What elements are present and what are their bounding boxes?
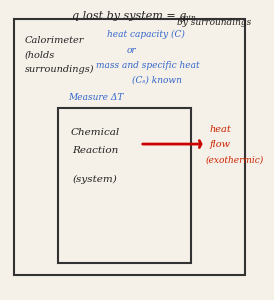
Text: Calorimeter: Calorimeter [24, 36, 84, 45]
Text: Measure ΔT: Measure ΔT [68, 93, 124, 102]
Text: (Cₛ) known: (Cₛ) known [132, 76, 182, 85]
Text: (system): (system) [73, 175, 117, 184]
Text: flow: flow [209, 140, 230, 148]
Text: q lost by system = q: q lost by system = q [72, 11, 187, 21]
Text: (exothermic): (exothermic) [205, 155, 264, 164]
Text: gain: gain [180, 14, 196, 22]
Text: heat capacity (C): heat capacity (C) [107, 30, 184, 39]
FancyBboxPatch shape [58, 108, 191, 263]
Text: by surroundings: by surroundings [177, 18, 251, 27]
Text: or: or [127, 46, 137, 55]
Text: heat: heat [209, 125, 231, 134]
Text: surroundings): surroundings) [24, 65, 94, 74]
Text: mass and specific heat: mass and specific heat [96, 61, 200, 70]
Text: Reaction: Reaction [72, 146, 118, 154]
Text: (holds: (holds [24, 50, 55, 59]
FancyBboxPatch shape [14, 19, 245, 275]
Text: Chemical: Chemical [70, 128, 120, 137]
